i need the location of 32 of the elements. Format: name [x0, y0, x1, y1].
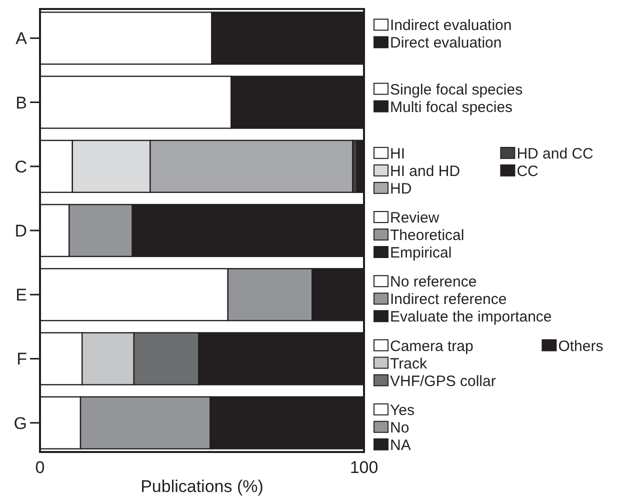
legend-label: Camera trap: [390, 338, 474, 355]
legend-label: CC: [516, 162, 539, 180]
y-tick-label: B: [16, 93, 27, 112]
legend-label: Indirect reference: [390, 291, 507, 308]
legend-label: Single focal species: [390, 81, 523, 98]
legend-label: HD and CC: [516, 145, 594, 162]
y-tick-label: E: [16, 286, 27, 305]
legend-label: HI: [390, 145, 405, 162]
legend-label: VHF/GPS collar: [390, 372, 496, 390]
y-tick-label: G: [14, 414, 27, 433]
x-tick-label: 0: [35, 458, 45, 477]
legend-label: Direct evaluation: [390, 34, 502, 52]
legend-label: Review: [390, 210, 440, 227]
y-tick-label: A: [16, 29, 28, 48]
legend-label: Track: [390, 355, 428, 372]
y-tick-label: C: [14, 157, 27, 176]
legend-label: Multi focal species: [390, 98, 513, 116]
legend-label: No: [390, 419, 410, 436]
legend-label: No reference: [390, 274, 477, 291]
legend-label: Yes: [390, 402, 414, 419]
y-tick-label: D: [14, 222, 27, 240]
legend-label: Indirect evaluation: [390, 17, 512, 34]
legend-label: NA: [390, 436, 411, 454]
y-tick-label: F: [16, 350, 27, 369]
x-tick-label: 100: [350, 458, 378, 477]
x-axis-title: Publications (%): [140, 477, 264, 496]
legend-label: HI and HD: [390, 162, 460, 180]
legend-label: Empirical: [390, 244, 452, 262]
legend-label: Theoretical: [390, 227, 464, 244]
legend-label: Others: [558, 338, 604, 355]
legend-label: Evaluate the importance: [390, 308, 552, 326]
legend-label: HD: [390, 180, 412, 198]
